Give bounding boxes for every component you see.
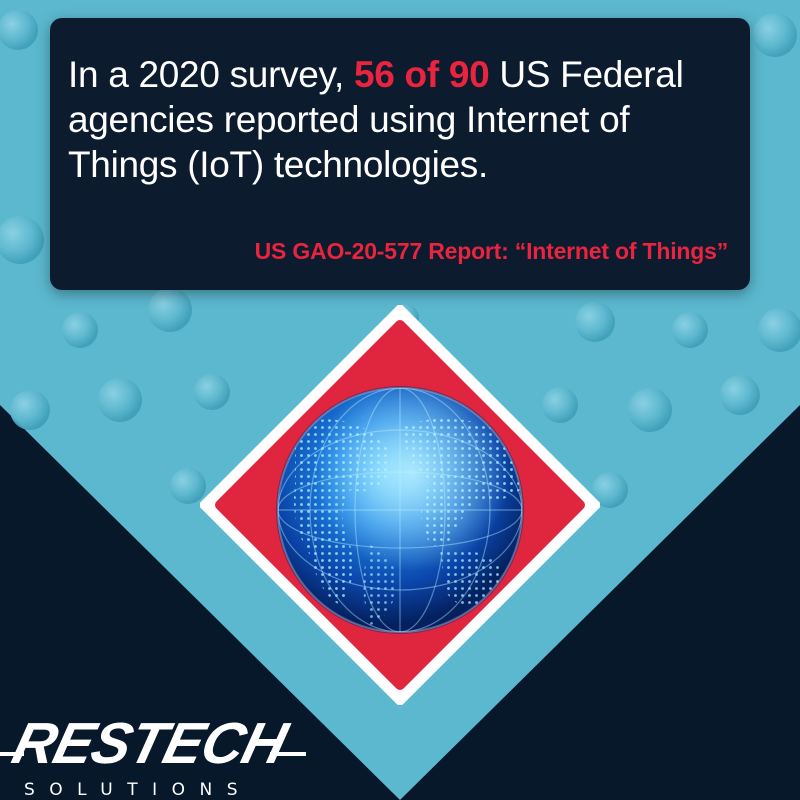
logo-subtitle: SOLUTIONS bbox=[24, 780, 253, 800]
quote-rest: US Federal agencies reported using Inter… bbox=[68, 54, 684, 185]
dimple-pattern bbox=[0, 10, 800, 508]
logo-wordmark: RESTECH bbox=[6, 711, 293, 776]
quote-highlight: 56 of 90 bbox=[353, 54, 490, 95]
quote-lead: In a 2020 survey, bbox=[68, 54, 354, 95]
globe-graphic bbox=[199, 304, 601, 706]
logo-swoosh bbox=[0, 752, 24, 756]
quote-card: In a 2020 survey, 56 of 90 US Federal ag… bbox=[50, 18, 750, 290]
quote-source: US GAO-20-577 Report: “Internet of Thing… bbox=[254, 238, 729, 264]
logo-swoosh-right bbox=[270, 752, 306, 756]
quote-text: In a 2020 survey, 56 of 90 US Federal ag… bbox=[68, 52, 732, 187]
globe-icon bbox=[199, 304, 601, 706]
restech-logo: RESTECH SOLUTIONS bbox=[0, 711, 320, 800]
